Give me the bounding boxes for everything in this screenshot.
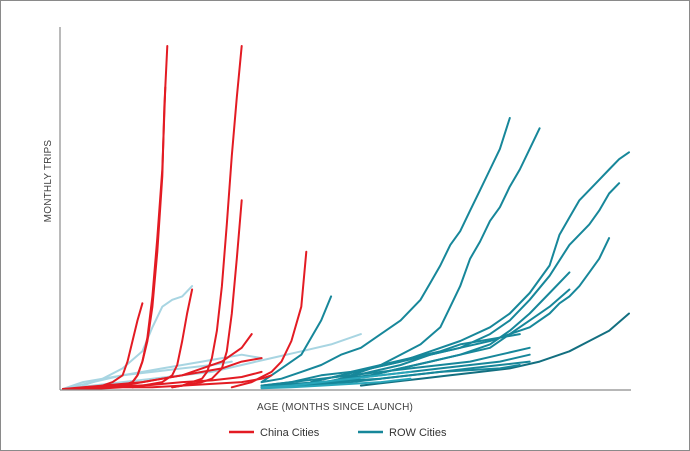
china-city-series-line-6 — [171, 199, 243, 389]
y-axis-label: MONTHLY TRIPS — [43, 140, 54, 223]
row-city-series-line-21 — [310, 237, 611, 384]
china-city-series-line-5 — [171, 45, 243, 389]
plot-area — [62, 45, 630, 390]
row-city-series-line-24 — [260, 333, 521, 387]
legend-label-row-cities: ROW Cities — [389, 427, 447, 439]
row-city-series-line-26 — [359, 312, 630, 387]
row-city-series-line-20 — [310, 182, 621, 387]
row-city-series-line-17 — [260, 117, 511, 384]
row-city-series-line-16 — [260, 295, 333, 384]
row-city-series-line-31 — [260, 377, 412, 390]
row-city-series-line-30 — [260, 370, 412, 389]
legend: China Cities ROW Cities — [229, 427, 447, 439]
legend-item-china-cities: China Cities — [229, 427, 320, 439]
row-city-series-line-12 — [81, 285, 194, 387]
row-city-series-line-25 — [260, 346, 531, 387]
row-city-series-line-18 — [340, 127, 541, 380]
china-city-series-line-7 — [230, 250, 308, 389]
china-city-series-line-11 — [62, 370, 263, 390]
x-axis-label: AGE (MONTHS SINCE LAUNCH) — [257, 402, 413, 413]
china-city-series-line-2 — [111, 86, 167, 389]
legend-label-china-cities: China Cities — [260, 427, 320, 439]
row-city-series-line-15 — [62, 333, 362, 390]
legend-item-row-cities: ROW Cities — [358, 427, 447, 439]
